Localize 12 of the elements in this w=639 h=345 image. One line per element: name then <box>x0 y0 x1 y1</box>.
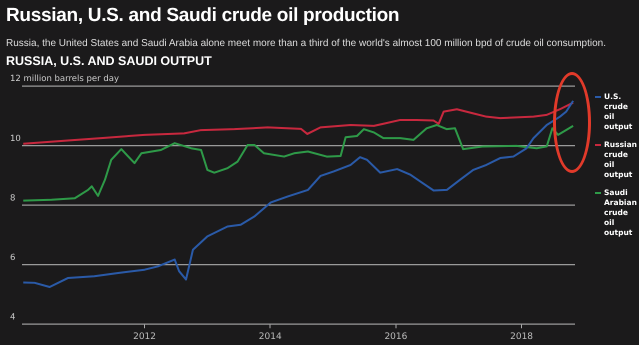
x-tick-label: 2016 <box>384 332 408 342</box>
x-tick-label: 2018 <box>510 332 534 342</box>
y-tick-label: 8 <box>10 193 16 204</box>
y-tick-label: 12 million barrels per day <box>10 74 119 84</box>
chart-subtitle: Russia, the United States and Saudi Arabia alone meet more than a third of the world's almost 100 million bpd of crude oil consumption. <box>6 38 606 49</box>
y-tick-label: 6 <box>10 252 16 263</box>
y-tick-label: 10 <box>10 134 21 144</box>
x-tick-label: 2014 <box>258 332 282 342</box>
chart-title: Russian, U.S. and Saudi crude oil production <box>6 5 400 27</box>
text: RUSSIA, U.S. AND SAUDI OUTPUT <box>6 54 212 68</box>
x-tick-label: 2012 <box>133 332 156 342</box>
y-tick-label: 4 <box>10 312 16 322</box>
